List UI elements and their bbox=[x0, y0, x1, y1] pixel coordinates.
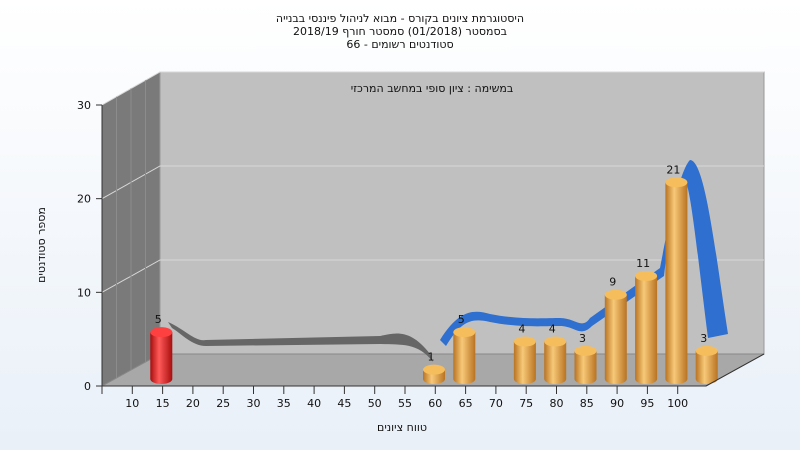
x-tick-label: 45 bbox=[337, 397, 351, 410]
bar bbox=[604, 289, 627, 384]
bar-data-label: 5 bbox=[458, 313, 465, 326]
bar bbox=[423, 364, 445, 384]
x-tick-label: 10 bbox=[125, 397, 139, 410]
x-tick-label: 40 bbox=[307, 397, 321, 410]
bar-data-label: 21 bbox=[666, 163, 680, 176]
bar-data-label: 4 bbox=[549, 323, 556, 336]
bar bbox=[513, 336, 536, 384]
x-tick-label: 70 bbox=[489, 397, 503, 410]
bar-body bbox=[453, 332, 476, 384]
bar-cap bbox=[453, 327, 476, 338]
bar-cap bbox=[635, 270, 658, 281]
x-tick-label: 20 bbox=[186, 397, 200, 410]
x-axis-label: טווח ציונים bbox=[377, 421, 427, 434]
bar-data-label: 1 bbox=[428, 351, 435, 364]
x-tick-label: 85 bbox=[580, 397, 594, 410]
chart-title-line-1: היסטוגרמת ציונים בקורס - מבוא לניהול פינ… bbox=[276, 12, 524, 25]
bar-cap bbox=[665, 177, 688, 188]
x-tick-label: 95 bbox=[640, 397, 654, 410]
bar-cap bbox=[604, 289, 627, 300]
y-tick-label: 10 bbox=[77, 286, 91, 299]
trend-curve-gray bbox=[168, 322, 433, 362]
bar-body bbox=[604, 294, 627, 384]
x-tick-label: 35 bbox=[277, 397, 291, 410]
bar bbox=[453, 327, 476, 384]
x-tick-label: 90 bbox=[610, 397, 624, 410]
x-axis-depth-line bbox=[705, 353, 765, 387]
bar bbox=[695, 345, 718, 384]
bar-data-label: 4 bbox=[518, 323, 525, 336]
x-tick-label: 15 bbox=[156, 397, 170, 410]
bars-group: 5 1 5 4 4 3 9 11 21 3 bbox=[150, 163, 718, 384]
grid-line bbox=[101, 71, 764, 106]
bar-cap bbox=[574, 345, 597, 356]
chart-title-line-2: בסמסטר (01/2018) סמסטר חורף 2018/19 bbox=[293, 25, 507, 38]
x-tick-label: 55 bbox=[398, 397, 412, 410]
bar-body bbox=[544, 341, 567, 384]
bar-data-label: 3 bbox=[579, 332, 586, 345]
bar bbox=[544, 336, 567, 384]
chart-title-line-3: סטודנטים רשומים - 66 bbox=[346, 38, 453, 51]
x-tick-label: 75 bbox=[519, 397, 533, 410]
x-tick-label: 65 bbox=[459, 397, 473, 410]
bar-data-label: 5 bbox=[155, 313, 162, 326]
bar-body bbox=[513, 341, 536, 384]
bar bbox=[665, 177, 688, 384]
bar-body bbox=[635, 275, 658, 384]
x-tick-label: 25 bbox=[216, 397, 230, 410]
bar-cap bbox=[150, 327, 173, 338]
bar-data-label: 11 bbox=[636, 257, 650, 270]
x-tick-label: 50 bbox=[368, 397, 382, 410]
y-tick-label: 30 bbox=[77, 99, 91, 112]
y-tick-label: 20 bbox=[77, 193, 91, 206]
bar-body bbox=[695, 350, 718, 384]
y-tick-label: 0 bbox=[84, 380, 91, 393]
y-axis-label: מספר סטודנטים bbox=[35, 207, 48, 283]
trend-curve-blue bbox=[440, 160, 728, 346]
grid-lines bbox=[101, 71, 764, 378]
bar-cap bbox=[423, 364, 445, 375]
x-axis: 10 15 20 25 30 35 40 45 50 55 60 65 70 75 80 85 90 95 100 bbox=[101, 353, 765, 410]
bar-cap bbox=[513, 336, 536, 347]
bar-data-label: 3 bbox=[700, 332, 707, 345]
x-tick-label: 30 bbox=[247, 397, 261, 410]
bar bbox=[574, 345, 597, 384]
bar bbox=[150, 327, 173, 384]
bar-body bbox=[150, 332, 173, 384]
bar-cap bbox=[695, 345, 718, 356]
x-tick-label: 100 bbox=[667, 397, 688, 410]
bar bbox=[635, 270, 658, 384]
bar-cap bbox=[544, 336, 567, 347]
x-tick-label: 80 bbox=[550, 397, 564, 410]
grid-line bbox=[101, 259, 764, 293]
chart-annotation: במשימה : ציון סופי במחשב המרכזי bbox=[351, 82, 514, 95]
bar-data-label: 9 bbox=[609, 276, 616, 289]
y-axis: 0 10 20 30 bbox=[77, 99, 103, 393]
bar-body bbox=[665, 182, 688, 384]
x-tick-label: 60 bbox=[428, 397, 442, 410]
grid-line bbox=[101, 165, 764, 200]
bar-body bbox=[574, 350, 597, 384]
